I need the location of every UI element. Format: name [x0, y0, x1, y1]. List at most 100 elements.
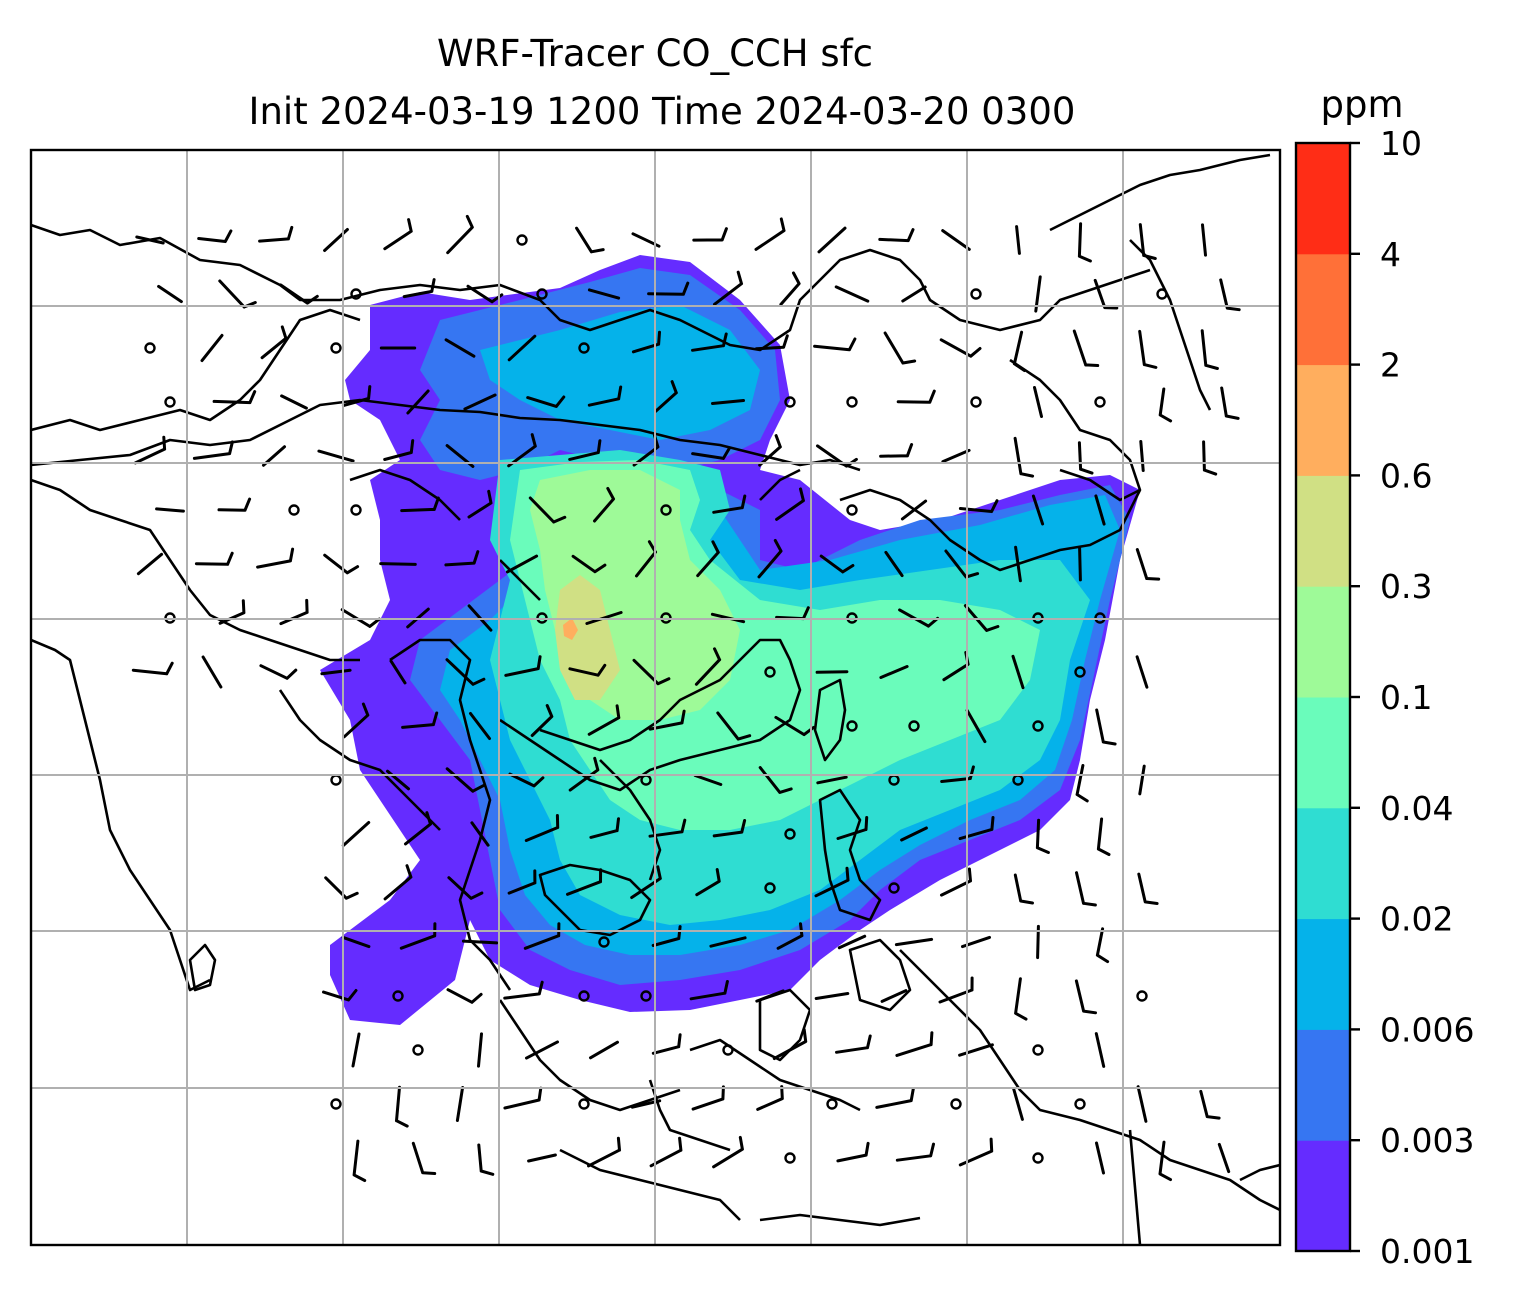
colorbar-segment: [1296, 586, 1350, 698]
wind-barb: [1031, 494, 1045, 526]
wind-barb: [940, 867, 972, 897]
wind-barb: [1012, 1087, 1024, 1121]
wind-barb: [587, 288, 621, 300]
wind-barb: [568, 756, 600, 792]
wind-barb: [341, 385, 372, 407]
wind-barb: [900, 826, 928, 842]
wind-barb: [815, 670, 849, 674]
calm-wind-marker: [350, 504, 362, 516]
wind-barb: [322, 989, 358, 1002]
calm-wind-marker: [1032, 1152, 1044, 1164]
calm-wind-marker: [764, 666, 776, 678]
wind-barb: [1013, 436, 1035, 478]
wind-barb: [712, 494, 747, 514]
colorbar-tick-label: 10: [1380, 124, 1422, 163]
wind-barb: [695, 868, 721, 897]
calm-wind-marker: [970, 396, 982, 408]
wind-barb: [352, 1139, 367, 1182]
wind-barb: [1077, 441, 1094, 475]
wind-barb: [1013, 873, 1034, 905]
calm-wind-marker: [144, 342, 156, 354]
calm-wind-marker: [330, 1098, 342, 1110]
wind-barb: [217, 497, 252, 512]
wind-barb: [696, 540, 720, 578]
calm-wind-marker: [288, 504, 300, 516]
wind-barb: [256, 547, 295, 569]
wind-barb: [383, 218, 413, 251]
wind-barb: [1075, 764, 1089, 803]
wind-barb: [197, 229, 233, 243]
wind-barb: [1138, 764, 1146, 796]
wind-barb: [136, 552, 164, 576]
wind-barb: [587, 385, 623, 407]
wind-barb: [157, 284, 183, 304]
wind-barb: [445, 767, 485, 793]
calm-wind-marker: [1032, 1044, 1044, 1056]
wind-barb: [836, 1141, 870, 1163]
wind-barb: [320, 668, 352, 676]
wind-barb: [575, 226, 605, 254]
wind-barb: [689, 980, 729, 1001]
wind-barb: [691, 446, 731, 460]
calm-wind-marker: [1032, 720, 1044, 732]
calm-wind-marker: [164, 396, 176, 408]
calm-wind-marker: [640, 990, 652, 1002]
calm-wind-marker: [412, 1044, 424, 1056]
wind-barb: [1137, 872, 1159, 905]
wind-barb: [568, 663, 607, 677]
wind-barb: [279, 283, 319, 305]
wind-barb: [941, 229, 971, 251]
wind-barb: [445, 658, 486, 686]
wind-barb: [816, 775, 848, 785]
wind-barb: [1138, 223, 1157, 260]
wind-barb: [958, 1043, 994, 1057]
wind-barb: [814, 992, 850, 1000]
wind-barb: [1014, 977, 1028, 1021]
colorbar-tick-label: 0.04: [1380, 789, 1453, 828]
wind-barb: [401, 711, 439, 729]
colorbar-segment: [1296, 807, 1350, 920]
wind-barb: [469, 712, 491, 740]
wind-barb: [463, 393, 497, 411]
wind-barb: [1094, 494, 1106, 526]
calm-wind-marker: [578, 342, 590, 354]
wind-barb: [258, 225, 294, 243]
wind-barb: [884, 550, 904, 578]
contour-level-8: [563, 618, 578, 640]
wind-barb: [694, 647, 722, 686]
wind-barb: [379, 562, 417, 566]
wind-barb: [466, 284, 504, 304]
wind-barb: [508, 772, 545, 788]
wind-barb: [940, 765, 975, 783]
wind-barb: [444, 550, 480, 567]
wind-barb: [1095, 927, 1110, 964]
wind-barb: [754, 217, 786, 251]
wind-barb: [1139, 440, 1145, 472]
colorbar-segment: [1296, 364, 1350, 476]
wind-barb: [944, 549, 980, 579]
wind-barb: [593, 486, 615, 523]
wind-barb: [1200, 329, 1219, 370]
calm-wind-marker: [784, 828, 796, 840]
wind-barb: [779, 271, 801, 306]
calm-wind-marker: [950, 1098, 962, 1110]
wind-barb: [1095, 708, 1117, 746]
wind-barb: [1035, 818, 1050, 854]
wind-barb: [1093, 278, 1119, 310]
colorbar: ppm 0.001 0.003 0.006 0.02 0.04 0.1 0.3 0.6 2 4 10: [1294, 83, 1474, 1271]
wind-barb: [200, 333, 224, 363]
wind-barb: [941, 448, 971, 464]
wind-barb: [878, 228, 915, 243]
colorbar-label: ppm: [1320, 83, 1403, 126]
wind-barb: [883, 331, 917, 365]
colorbar-segment: [1296, 475, 1350, 587]
colorbar-segment: [1296, 697, 1350, 809]
wind-barb: [587, 1136, 621, 1168]
wind-barb: [530, 704, 554, 737]
calm-wind-marker: [330, 342, 342, 354]
wind-barb: [1075, 871, 1097, 907]
wind-barb: [589, 817, 620, 839]
wind-barb: [1095, 1141, 1105, 1175]
wind-barb: [411, 1141, 437, 1175]
wind-barb: [692, 227, 728, 242]
